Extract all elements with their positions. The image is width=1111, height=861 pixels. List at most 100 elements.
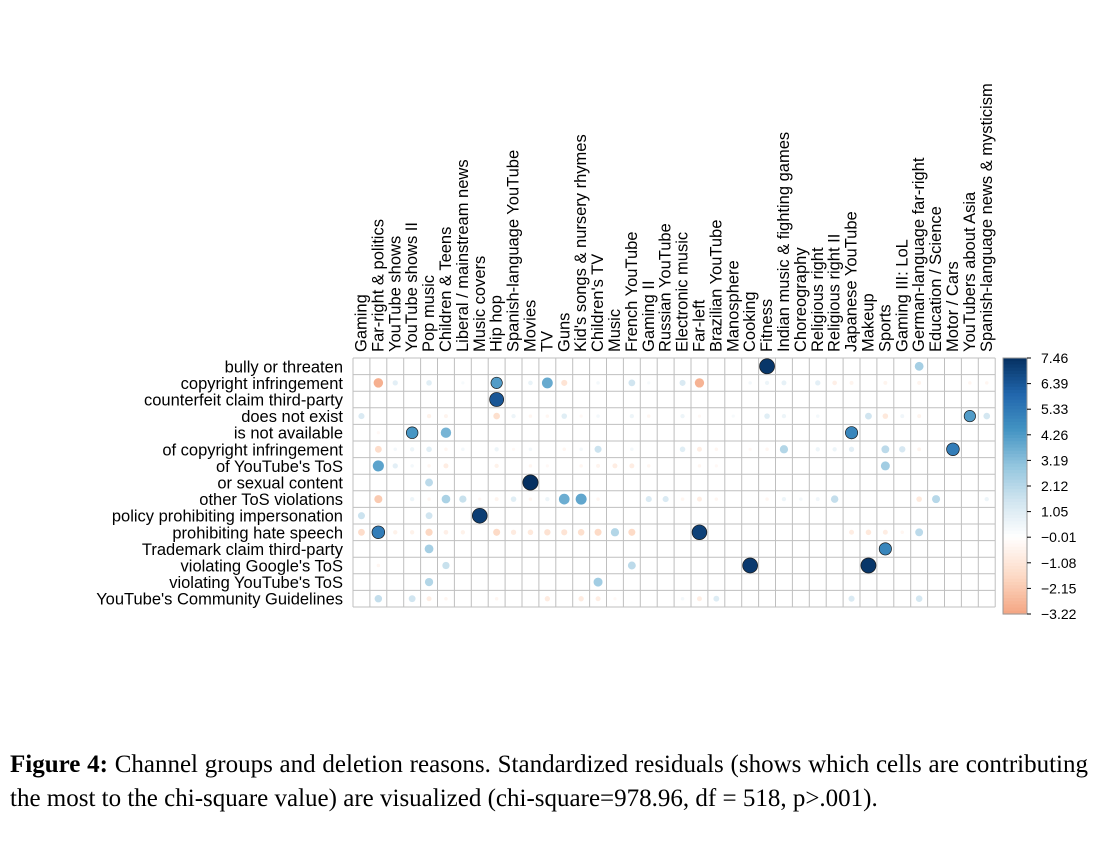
colorbar-segment bbox=[1003, 409, 1027, 413]
residual-circle bbox=[425, 478, 433, 487]
residual-circle bbox=[816, 480, 820, 485]
residual-circle bbox=[917, 580, 921, 584]
residual-circle bbox=[781, 380, 787, 386]
residual-circle bbox=[511, 580, 516, 584]
residual-circle bbox=[799, 480, 803, 485]
residual-circle bbox=[664, 580, 668, 584]
colorbar: 7.46 6.39 5.33 4.26 3.19 2.12 1.05 −0.01 −1.08 −2… bbox=[1002, 350, 1077, 622]
residual-circle bbox=[478, 547, 482, 551]
residual-circle bbox=[697, 364, 702, 368]
column-label: Cooking bbox=[741, 291, 759, 352]
colorbar-segment bbox=[1003, 562, 1027, 567]
residual-circle bbox=[714, 364, 718, 368]
residual-circle bbox=[511, 397, 516, 402]
residual-circle bbox=[426, 380, 432, 386]
residual-circle bbox=[917, 447, 922, 452]
colorbar-segment bbox=[1003, 482, 1027, 487]
residual-circle bbox=[528, 414, 533, 418]
residual-circle bbox=[444, 547, 448, 551]
residual-circle bbox=[613, 580, 617, 584]
residual-circle bbox=[376, 514, 380, 518]
residual-circle bbox=[393, 397, 397, 402]
residual-circle bbox=[427, 364, 431, 368]
residual-circle bbox=[883, 364, 887, 368]
residual-circle bbox=[461, 447, 465, 452]
residual-circle bbox=[522, 474, 539, 491]
colorbar-segment bbox=[1003, 540, 1027, 545]
residual-circle bbox=[799, 381, 803, 385]
residual-circle bbox=[376, 547, 380, 551]
residual-circle bbox=[545, 496, 550, 502]
residual-circle bbox=[664, 530, 668, 534]
residual-circle bbox=[815, 414, 820, 418]
residual-circle bbox=[833, 530, 837, 534]
residual-circle bbox=[951, 597, 955, 601]
residual-circle bbox=[915, 528, 924, 537]
residual-circle bbox=[934, 364, 938, 368]
residual-circle bbox=[664, 547, 668, 551]
residual-circle bbox=[612, 463, 618, 469]
residual-circle bbox=[968, 364, 972, 368]
residual-circle bbox=[630, 547, 634, 551]
residual-circle bbox=[866, 547, 871, 551]
residual-circle bbox=[410, 580, 414, 584]
residual-circle bbox=[495, 547, 499, 551]
residual-circle bbox=[545, 464, 549, 468]
residual-circle bbox=[883, 431, 887, 435]
residual-circle bbox=[680, 364, 685, 368]
residual-circle bbox=[444, 381, 448, 385]
column-label: Sports bbox=[876, 304, 894, 352]
residual-circle bbox=[985, 364, 989, 368]
figure-caption: Figure 4: Channel groups and deletion re… bbox=[10, 748, 1088, 816]
colorbar-segment bbox=[1003, 598, 1027, 602]
residual-circle bbox=[410, 464, 414, 468]
residual-circle bbox=[425, 528, 433, 536]
residual-circle bbox=[900, 431, 904, 435]
residual-circle bbox=[714, 580, 718, 584]
column-label: Hip hop bbox=[488, 295, 506, 352]
column-label: Guns bbox=[555, 313, 573, 352]
residual-circle bbox=[697, 563, 702, 568]
residual-circle bbox=[951, 397, 955, 402]
residual-circle bbox=[630, 597, 634, 601]
colorbar-segment bbox=[1003, 495, 1027, 500]
residual-circle bbox=[765, 480, 769, 485]
residual-circle bbox=[444, 364, 448, 368]
residual-circle bbox=[478, 530, 482, 534]
residual-circle bbox=[579, 580, 583, 584]
residual-circle bbox=[748, 414, 752, 418]
residual-circle bbox=[575, 493, 587, 505]
residual-circle bbox=[664, 514, 668, 518]
residual-circle bbox=[765, 464, 769, 468]
residual-circle bbox=[461, 563, 465, 568]
colorbar-segment bbox=[1003, 434, 1027, 439]
residual-circle bbox=[816, 580, 820, 584]
residual-circle bbox=[393, 514, 397, 518]
residual-circle bbox=[799, 530, 803, 534]
residual-circle bbox=[779, 445, 789, 454]
column-label: Spanish-language news & mysticism bbox=[978, 83, 996, 352]
column-label: YouTube shows II bbox=[403, 222, 421, 352]
residual-circle bbox=[984, 381, 989, 385]
row-label: prohibiting hate speech bbox=[172, 524, 343, 542]
residual-circle bbox=[424, 544, 434, 554]
residual-circle bbox=[697, 431, 702, 435]
column-label: Electronic music bbox=[674, 232, 692, 352]
residual-circle bbox=[511, 464, 516, 468]
residual-circle bbox=[630, 397, 634, 402]
residual-circle bbox=[664, 431, 668, 435]
residual-circle bbox=[541, 377, 553, 389]
residual-circle bbox=[664, 563, 668, 568]
residual-circle bbox=[478, 497, 482, 501]
colorbar-tick-label: 2.12 bbox=[1041, 478, 1068, 494]
residual-circle bbox=[742, 557, 758, 574]
residual-circle bbox=[697, 464, 702, 468]
row-label: YouTube's Community Guidelines bbox=[96, 591, 343, 609]
residual-circle bbox=[562, 364, 566, 368]
residual-circle bbox=[409, 447, 415, 452]
residual-circle bbox=[782, 597, 786, 601]
residual-circle bbox=[714, 431, 718, 435]
colorbar-segment bbox=[1003, 553, 1027, 557]
colorbar-segment bbox=[1003, 556, 1027, 561]
colorbar-segment bbox=[1003, 473, 1027, 477]
